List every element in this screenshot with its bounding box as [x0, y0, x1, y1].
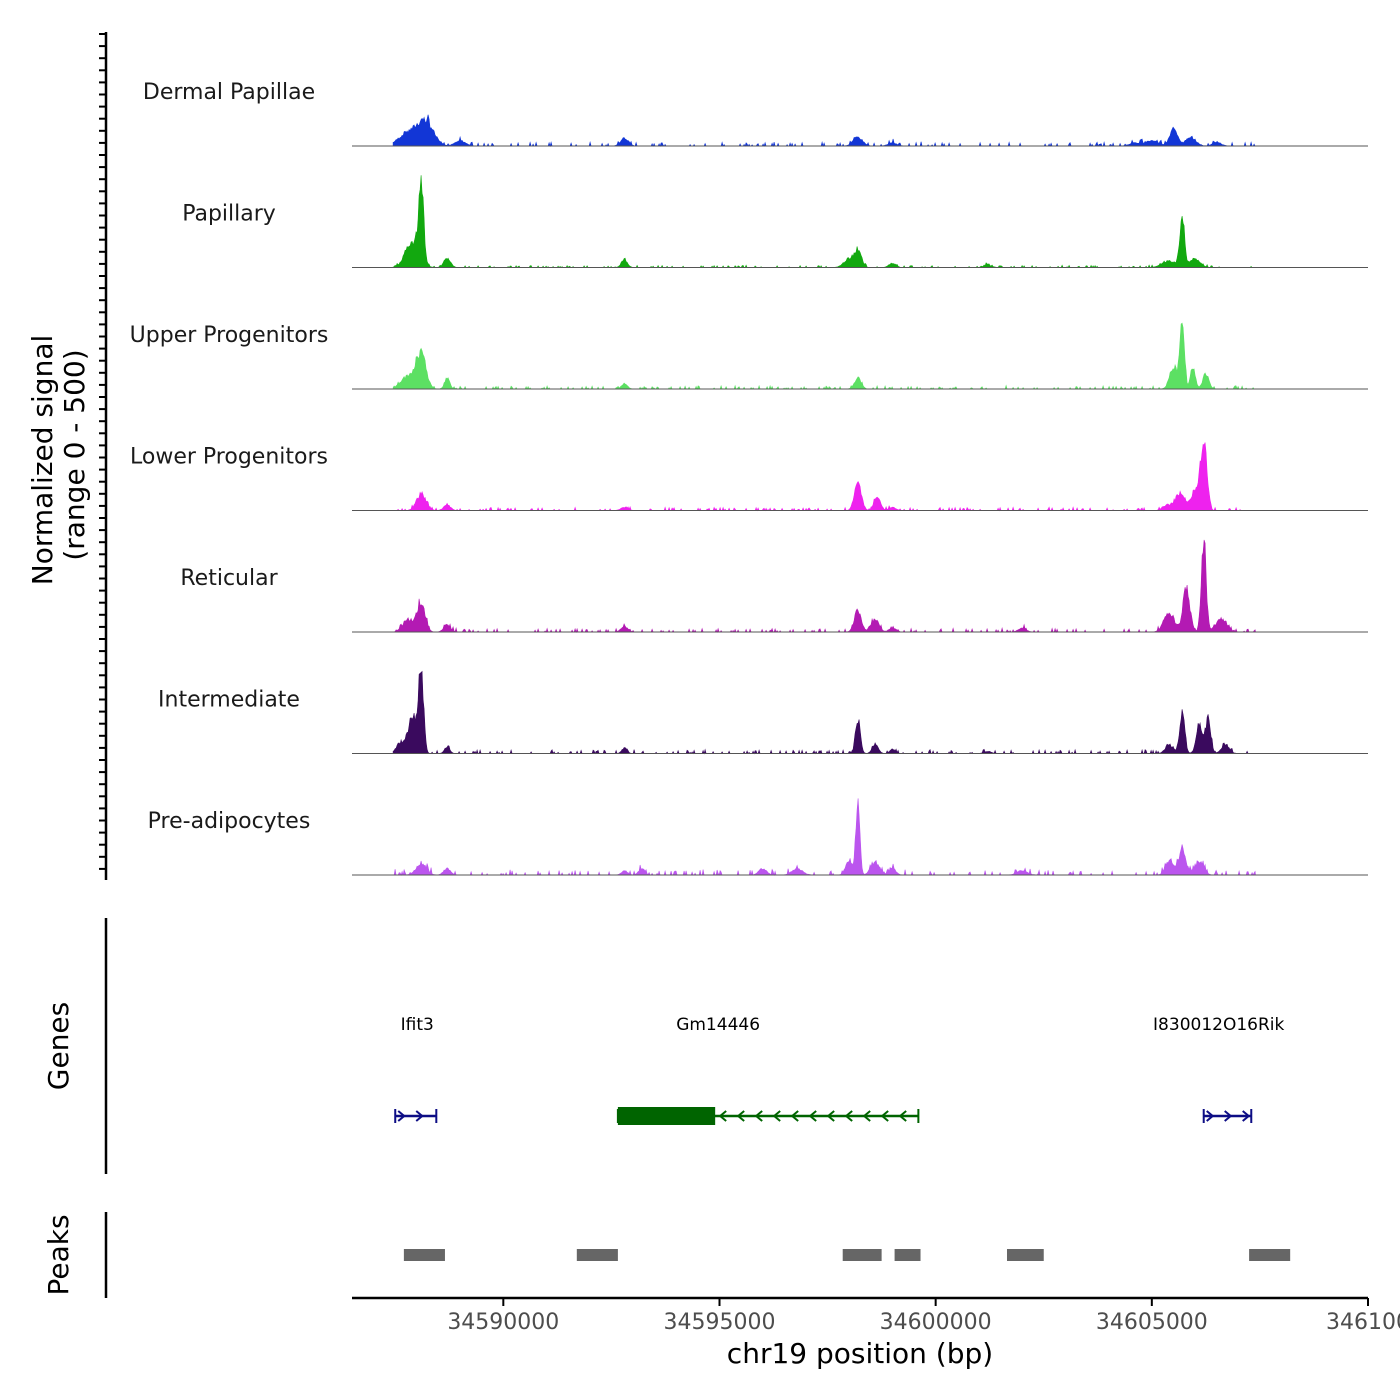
x-axis-title: chr19 position (bp) — [727, 1337, 993, 1370]
track-label: Reticular — [180, 566, 278, 591]
strand-arrow — [1242, 1110, 1251, 1122]
coverage-track: Reticular — [180, 539, 1368, 633]
peak-region — [576, 1249, 618, 1261]
gene: Gm14446 — [616, 1015, 920, 1125]
coverage-area — [392, 175, 1256, 269]
strand-arrow — [826, 1110, 835, 1122]
peaks-track — [104, 1212, 1291, 1298]
coverage-track: Dermal Papillae — [143, 80, 1368, 148]
coverage-track: Papillary — [182, 175, 1368, 269]
y-axis-title-line2: (range 0 - 500) — [58, 349, 91, 560]
strand-arrow — [397, 1110, 406, 1122]
peak-region — [1006, 1249, 1044, 1261]
coverage-track: Lower Progenitors — [130, 442, 1368, 512]
x-axis: 34590000 34595000 34600000 34605000 346100 — [352, 1296, 1400, 1335]
strand-arrow — [898, 1110, 907, 1122]
y-axis-title-line1: Normalized signal — [26, 335, 59, 586]
gene-label: Gm14446 — [676, 1015, 760, 1035]
strand-arrow — [862, 1110, 871, 1122]
strand-arrow — [772, 1110, 781, 1122]
strand-arrow — [880, 1110, 889, 1122]
coverage-track: Upper Progenitors — [130, 322, 1368, 390]
peak-region — [1249, 1249, 1291, 1261]
track-label: Intermediate — [158, 688, 300, 713]
coverage-area — [392, 114, 1256, 148]
genes-track: Ifit3 Gm14446 I830012O16Rik — [104, 918, 1285, 1174]
track-label: Lower Progenitors — [130, 445, 328, 470]
peak-region — [894, 1249, 921, 1261]
peak-region — [403, 1249, 445, 1261]
x-tick-label: 34605000 — [1096, 1310, 1208, 1335]
track-label: Dermal Papillae — [143, 80, 315, 105]
genes-track-title: Genes — [42, 1002, 75, 1090]
gene-label: I830012O16Rik — [1153, 1015, 1284, 1035]
strand-arrow — [808, 1110, 817, 1122]
gene-label: Ifit3 — [401, 1015, 434, 1035]
track-label: Pre-adipocytes — [148, 809, 311, 834]
x-tick-label: 34595000 — [663, 1310, 775, 1335]
x-tick-label: 34600000 — [880, 1310, 992, 1335]
gene: Ifit3 — [394, 1015, 438, 1123]
strand-arrow — [718, 1110, 727, 1122]
track-label: Upper Progenitors — [130, 323, 329, 348]
gene-exon — [617, 1107, 716, 1125]
peak-region — [842, 1249, 882, 1261]
coverage-y-axis — [99, 32, 108, 880]
strand-arrow — [844, 1110, 853, 1122]
coverage-track: Intermediate — [158, 670, 1368, 755]
coverage-tracks: Dermal Papillae Papillary Upper Progenitor… — [130, 80, 1368, 876]
coverage-area — [393, 442, 1256, 512]
x-tick-label: 34590000 — [447, 1310, 559, 1335]
coverage-area — [392, 670, 1256, 755]
coverage-area — [392, 539, 1256, 633]
strand-arrow — [754, 1110, 763, 1122]
coverage-area — [393, 798, 1256, 876]
coverage-track: Pre-adipocytes — [148, 798, 1368, 876]
strand-arrow — [1206, 1110, 1215, 1122]
track-label: Papillary — [182, 202, 276, 227]
strand-arrow — [1224, 1110, 1233, 1122]
x-tick-label: 346100 — [1326, 1310, 1400, 1335]
strand-arrow — [790, 1110, 799, 1122]
peaks-track-title: Peaks — [42, 1214, 75, 1295]
coverage-area — [392, 322, 1256, 390]
gene: I830012O16Rik — [1153, 1015, 1285, 1123]
strand-arrow — [415, 1110, 424, 1122]
strand-arrow — [736, 1110, 745, 1122]
